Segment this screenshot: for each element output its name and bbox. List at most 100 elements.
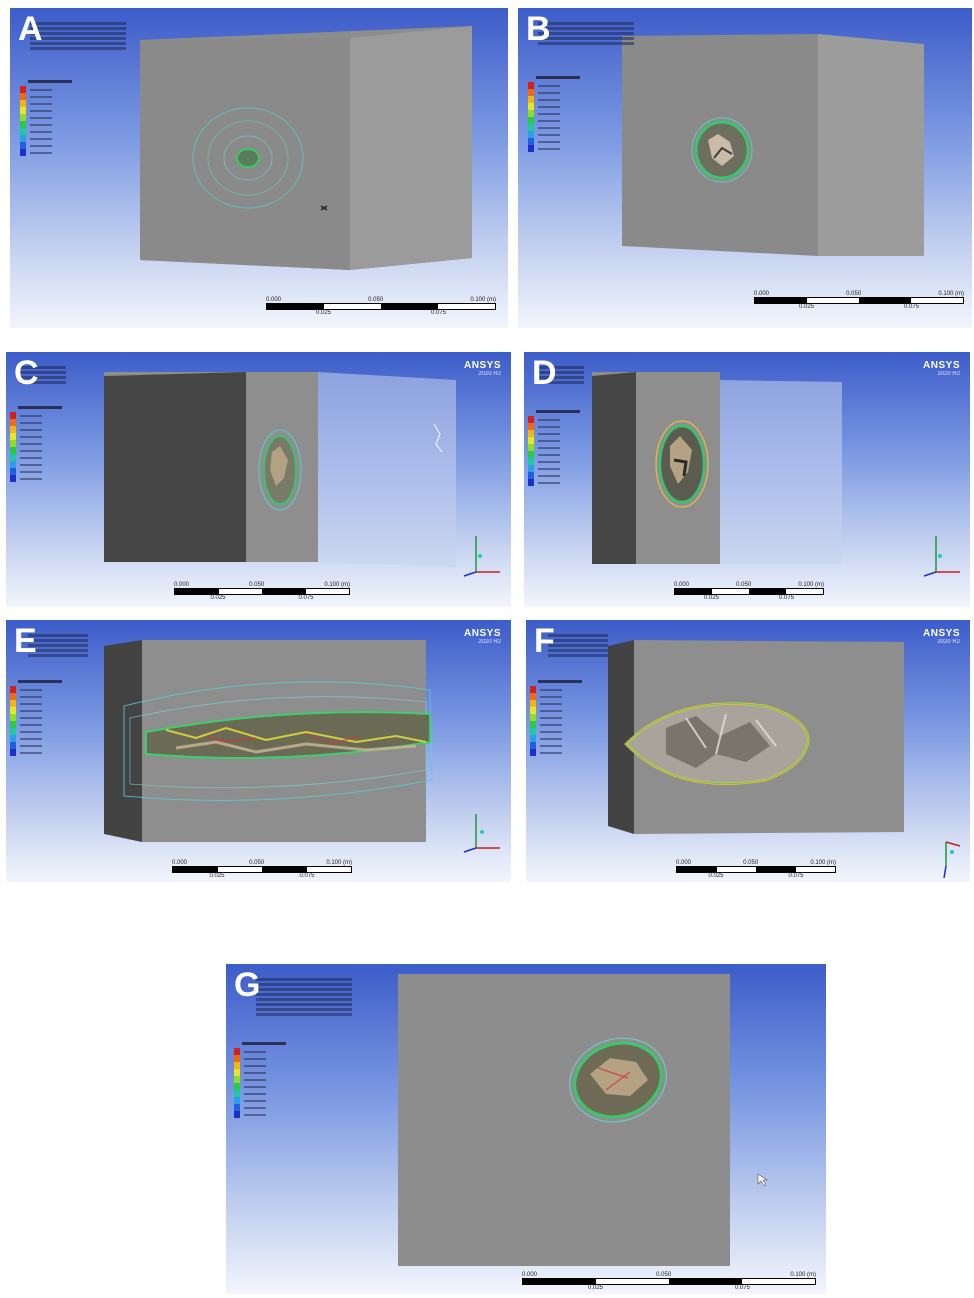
legend-row xyxy=(10,728,70,735)
legend-title xyxy=(18,406,62,409)
scale-tick-2: 0.100 (m) xyxy=(798,582,824,588)
legend-row xyxy=(10,700,70,707)
legend-value xyxy=(540,709,562,712)
scale-tick-1: 0.050 xyxy=(743,860,759,866)
legend-value xyxy=(20,716,42,719)
legend-row xyxy=(528,124,588,131)
legend-row xyxy=(234,1062,294,1069)
legend-value xyxy=(20,702,42,705)
ansys-brand: ANSYS xyxy=(464,628,501,639)
legend-value xyxy=(20,421,42,424)
panel-label: E xyxy=(14,622,37,660)
stress-legend xyxy=(234,1042,294,1118)
legend-swatch xyxy=(10,735,16,742)
legend-row xyxy=(528,437,588,444)
block-scene xyxy=(104,372,500,577)
legend-swatch xyxy=(20,100,26,107)
legend-swatch xyxy=(528,458,534,465)
panel-a: 0.000 0.050 0.100 (m) 0.025 0.075 A xyxy=(10,8,508,328)
legend-value xyxy=(20,435,42,438)
scale-mid-1: 0.075 xyxy=(903,304,919,310)
stress-legend xyxy=(20,80,80,156)
panel-label: C xyxy=(14,354,39,392)
legend-row xyxy=(20,149,80,156)
legend-title xyxy=(536,76,580,79)
block-scene xyxy=(104,640,500,853)
scale-tick-0: 0.000 xyxy=(174,582,190,588)
legend-row xyxy=(528,465,588,472)
scale-tick-2: 0.100 (m) xyxy=(470,297,496,303)
scale-mid-1: 0.075 xyxy=(788,873,804,879)
legend-swatch xyxy=(528,423,534,430)
legend-row xyxy=(10,686,70,693)
legend-row xyxy=(10,447,70,454)
scale-mid-0: 0.025 xyxy=(587,1285,603,1291)
legend-swatch xyxy=(528,124,534,131)
legend-row xyxy=(530,686,590,693)
ansys-logo: ANSYS 2020 R2 xyxy=(923,360,960,377)
legend-row xyxy=(528,479,588,486)
legend-row xyxy=(234,1076,294,1083)
legend-value xyxy=(244,1057,266,1060)
legend-value xyxy=(538,460,560,463)
legend-value xyxy=(538,446,560,449)
legend-swatch xyxy=(20,149,26,156)
legend-row xyxy=(234,1083,294,1090)
legend-swatch xyxy=(528,117,534,124)
legend-value xyxy=(30,137,52,140)
legend-value xyxy=(30,144,52,147)
legend-row xyxy=(234,1048,294,1055)
scale-tick-1: 0.050 xyxy=(249,860,265,866)
legend-row xyxy=(528,145,588,152)
info-block xyxy=(548,632,608,659)
legend-value xyxy=(20,709,42,712)
legend-swatch xyxy=(528,472,534,479)
legend-value xyxy=(244,1092,266,1095)
ansys-brand: ANSYS xyxy=(923,628,960,639)
legend-swatch xyxy=(10,475,16,482)
scale-tick-0: 0.000 xyxy=(266,297,282,303)
legend-swatch xyxy=(234,1055,240,1062)
info-block xyxy=(30,20,126,52)
legend-swatch xyxy=(10,412,16,419)
ansys-version: 2020 R2 xyxy=(478,371,501,377)
legend-value xyxy=(540,751,562,754)
legend-row xyxy=(10,707,70,714)
legend-swatch xyxy=(10,693,16,700)
panel-label: G xyxy=(234,966,261,1004)
legend-value xyxy=(538,126,560,129)
legend-row xyxy=(20,142,80,149)
legend-swatch xyxy=(528,110,534,117)
legend-value xyxy=(20,688,42,691)
legend-row xyxy=(20,100,80,107)
legend-value xyxy=(244,1078,266,1081)
stress-legend xyxy=(530,680,590,756)
legend-swatch xyxy=(530,707,536,714)
legend-row xyxy=(10,721,70,728)
legend-swatch xyxy=(10,707,16,714)
legend-swatch xyxy=(528,89,534,96)
legend-swatch xyxy=(530,728,536,735)
legend-row xyxy=(530,728,590,735)
legend-value xyxy=(20,744,42,747)
legend-swatch xyxy=(20,142,26,149)
legend-value xyxy=(540,744,562,747)
scale-tick-0: 0.000 xyxy=(172,860,188,866)
legend-value xyxy=(538,119,560,122)
legend-value xyxy=(30,130,52,133)
stress-legend xyxy=(10,680,70,756)
legend-row xyxy=(10,468,70,475)
legend-swatch xyxy=(528,82,534,89)
legend-row xyxy=(10,461,70,468)
legend-swatch xyxy=(10,447,16,454)
legend-value xyxy=(244,1106,266,1109)
legend-swatch xyxy=(20,93,26,100)
legend-value xyxy=(244,1085,266,1088)
legend-row xyxy=(10,440,70,447)
legend-value xyxy=(538,140,560,143)
scale-tick-0: 0.000 xyxy=(676,860,692,866)
legend-swatch xyxy=(528,131,534,138)
legend-row xyxy=(234,1055,294,1062)
legend-value xyxy=(538,474,560,477)
legend-row xyxy=(10,749,70,756)
